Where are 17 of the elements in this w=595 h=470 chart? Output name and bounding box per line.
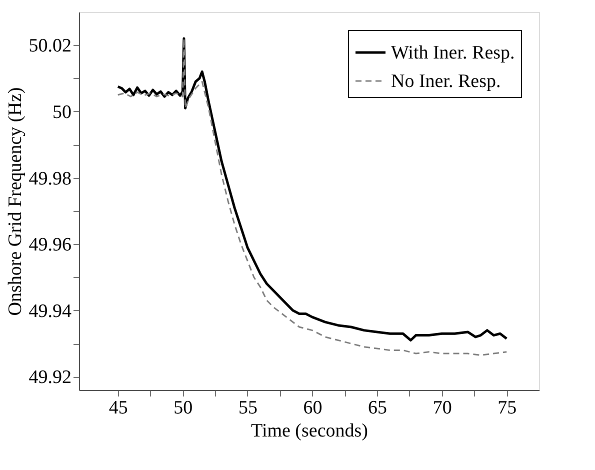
x-tick-label: 65 — [368, 398, 388, 418]
legend-label: No Iner. Resp. — [391, 71, 501, 92]
x-tick-label: 60 — [303, 398, 322, 418]
x-tick-label: 75 — [498, 398, 517, 418]
x-axis-title: Time (seconds) — [251, 420, 368, 442]
y-tick-label: 50 — [52, 102, 72, 123]
y-axis-title: Onshore Grid Frequency (Hz) — [4, 87, 26, 316]
x-tick-label: 70 — [432, 398, 452, 418]
y-tick-label: 50.02 — [28, 36, 72, 57]
y-tick-label: 49.98 — [28, 168, 72, 190]
y-tick-label: 49.92 — [28, 367, 72, 388]
x-tick-label: 45 — [108, 398, 128, 418]
x-tick-label: 55 — [238, 398, 258, 418]
legend-label: With Iner. Resp. — [391, 42, 515, 64]
x-tick-label: 50 — [174, 398, 193, 418]
y-tick-label: 49.94 — [28, 300, 72, 322]
y-tick-label: 49.96 — [28, 234, 72, 256]
